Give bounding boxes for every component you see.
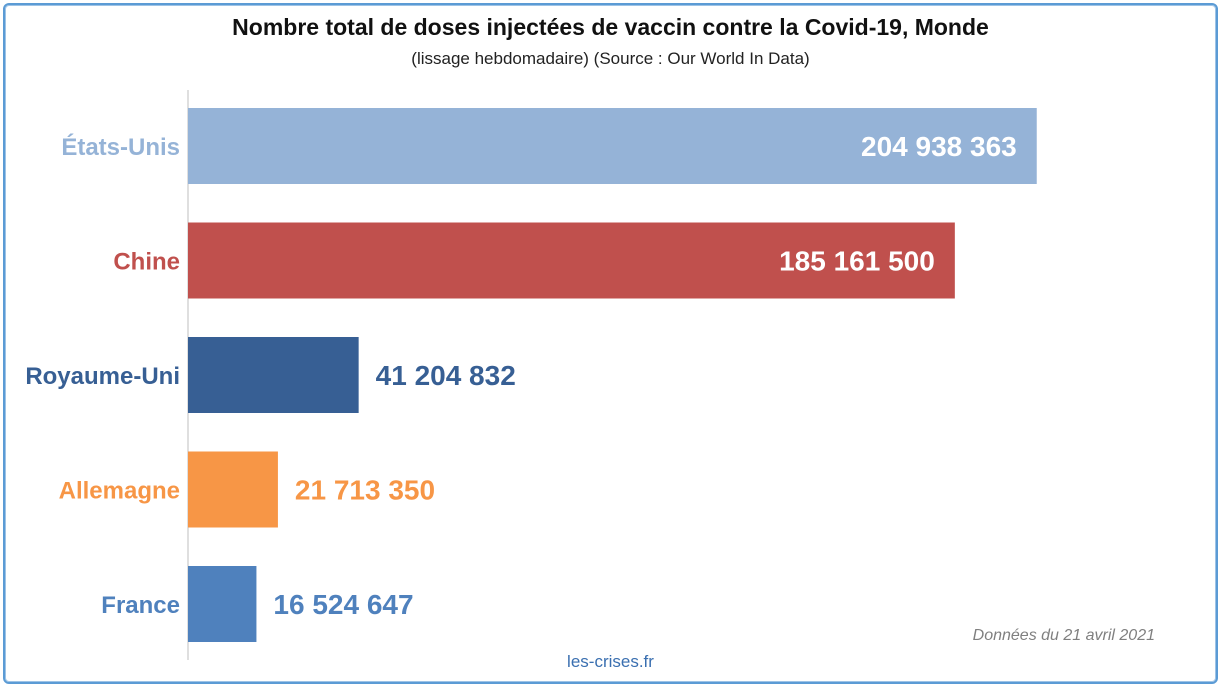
bar-5 [188, 566, 257, 642]
value-label: 41 204 832 [376, 360, 516, 391]
value-label: 204 938 363 [861, 131, 1017, 162]
bar-3 [188, 337, 359, 413]
bar-1 [188, 108, 1037, 184]
chart-title: Nombre total de doses injectées de vacci… [232, 14, 989, 40]
value-label: 185 161 500 [779, 246, 935, 277]
category-label: Allemagne [59, 478, 180, 505]
data-date-note: Données du 21 avril 2021 [972, 627, 1155, 644]
category-label: France [101, 592, 180, 619]
category-label: États-Unis [61, 133, 180, 161]
chart-subtitle: (lissage hebdomadaire) (Source : Our Wor… [411, 49, 810, 68]
value-label: 16 524 647 [273, 589, 413, 620]
category-label: Chine [113, 249, 180, 276]
value-label: 21 713 350 [295, 475, 435, 506]
bar-2 [188, 222, 955, 299]
category-label: Royaume-Uni [25, 363, 180, 390]
bar-4 [188, 451, 278, 528]
source-link[interactable]: les-crises.fr [567, 652, 654, 671]
